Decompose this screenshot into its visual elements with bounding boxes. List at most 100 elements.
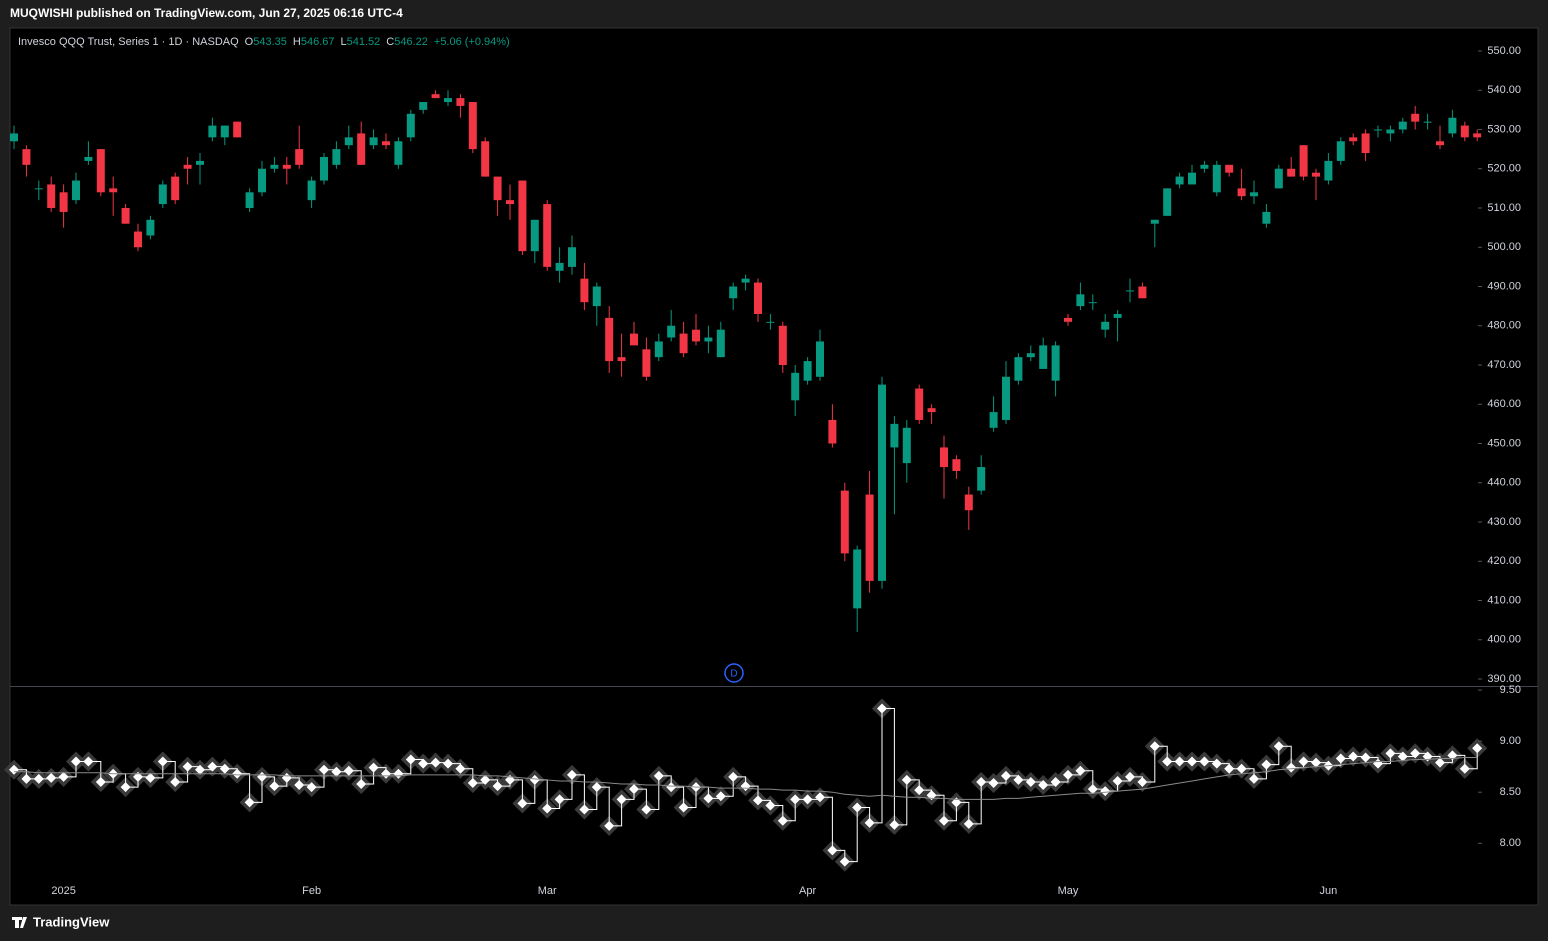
candle-body <box>692 329 700 342</box>
marker <box>1360 752 1371 763</box>
y-tick-label: 450.00 <box>1487 437 1521 449</box>
marker <box>901 774 912 785</box>
marker <box>1298 756 1309 767</box>
candle-body <box>1361 133 1370 154</box>
candle-body <box>1386 129 1395 134</box>
marker <box>1261 759 1272 770</box>
marker <box>591 782 602 793</box>
marker <box>889 819 900 830</box>
o-label: O <box>245 36 254 48</box>
marker <box>629 784 639 795</box>
candle-body <box>952 459 961 471</box>
candle-body <box>1163 188 1172 216</box>
y-tick-label: 510.00 <box>1487 202 1521 214</box>
marker <box>542 803 553 814</box>
y-tick-label: 470.00 <box>1487 359 1521 371</box>
candle-body <box>766 321 775 323</box>
candle-body <box>295 149 304 165</box>
marker <box>368 762 379 773</box>
candle-body <box>1101 321 1110 330</box>
marker <box>1472 743 1483 754</box>
candle-body <box>320 156 328 181</box>
candle-body <box>1436 141 1444 146</box>
marker <box>1162 756 1173 767</box>
y-tick-label: 530.00 <box>1487 123 1521 135</box>
marker <box>467 778 478 788</box>
marker <box>1125 771 1135 782</box>
candle-body <box>171 176 180 201</box>
candle-body <box>369 137 378 146</box>
marker <box>269 781 280 792</box>
candle-body <box>878 384 886 581</box>
dividend-marker[interactable] <box>724 663 744 683</box>
change: +5.06 (+0.94%) <box>434 36 510 48</box>
x-tick-label: Mar <box>538 885 557 897</box>
candle-body <box>654 341 663 358</box>
marker <box>604 820 615 831</box>
marker <box>976 776 987 787</box>
candle-body <box>803 361 812 381</box>
candle-body <box>1299 145 1308 177</box>
marker <box>418 758 429 769</box>
candle-body <box>1150 219 1159 224</box>
candle-body <box>1088 302 1097 304</box>
candle-body <box>1262 211 1271 224</box>
candle-body <box>1113 313 1122 318</box>
candle-body <box>1448 117 1457 134</box>
marker <box>1348 751 1359 762</box>
marker <box>405 754 416 765</box>
candle-body <box>568 247 576 267</box>
candle-body <box>1324 160 1333 181</box>
marker <box>1025 776 1036 787</box>
marker <box>914 785 925 796</box>
candle-body <box>196 160 204 165</box>
marker <box>1286 762 1297 773</box>
marker <box>33 773 44 784</box>
candle-body <box>183 164 192 169</box>
x-tick-label: Feb <box>302 885 321 897</box>
y-tick-label: 480.00 <box>1487 320 1521 332</box>
marker <box>790 794 801 805</box>
marker <box>715 791 726 802</box>
symbol: Invesco QQQ Trust, Series 1 · 1D · NASDA… <box>18 36 239 48</box>
marker <box>319 764 329 775</box>
y-tick-label: 500.00 <box>1487 241 1521 253</box>
y-tick-label: 8.50 <box>1500 786 1521 798</box>
candle-body <box>617 357 626 362</box>
marker <box>430 757 441 768</box>
candle-body <box>444 98 452 103</box>
candle-body <box>1312 172 1320 177</box>
marker <box>145 772 156 783</box>
candle-body <box>543 204 552 267</box>
candle-body <box>270 164 279 169</box>
candle-body <box>1274 168 1283 189</box>
candle-body <box>357 133 366 165</box>
marker <box>753 795 763 806</box>
candle-body <box>840 490 849 554</box>
h-label: H <box>293 36 301 48</box>
candle-body <box>592 286 601 307</box>
marker <box>1459 763 1470 774</box>
candle-body <box>940 447 948 468</box>
candle-body <box>481 141 490 177</box>
marker <box>1211 758 1222 769</box>
marker <box>120 782 131 793</box>
candle-body <box>580 278 589 303</box>
marker <box>21 773 32 784</box>
y-tick-label: 410.00 <box>1487 594 1521 606</box>
marker <box>1075 765 1086 776</box>
marker <box>95 776 106 787</box>
candle-body <box>605 317 614 362</box>
candle-body <box>1051 345 1060 381</box>
candle-body <box>59 192 68 212</box>
candle-body <box>1374 129 1382 131</box>
marker <box>802 794 813 805</box>
candle-body <box>332 149 341 165</box>
marker <box>294 780 305 791</box>
marker <box>58 771 69 782</box>
candle-body <box>964 494 973 511</box>
marker <box>1149 741 1160 752</box>
marker <box>1174 756 1185 767</box>
marker <box>1063 769 1073 780</box>
y-tick-label: 390.00 <box>1487 673 1521 685</box>
